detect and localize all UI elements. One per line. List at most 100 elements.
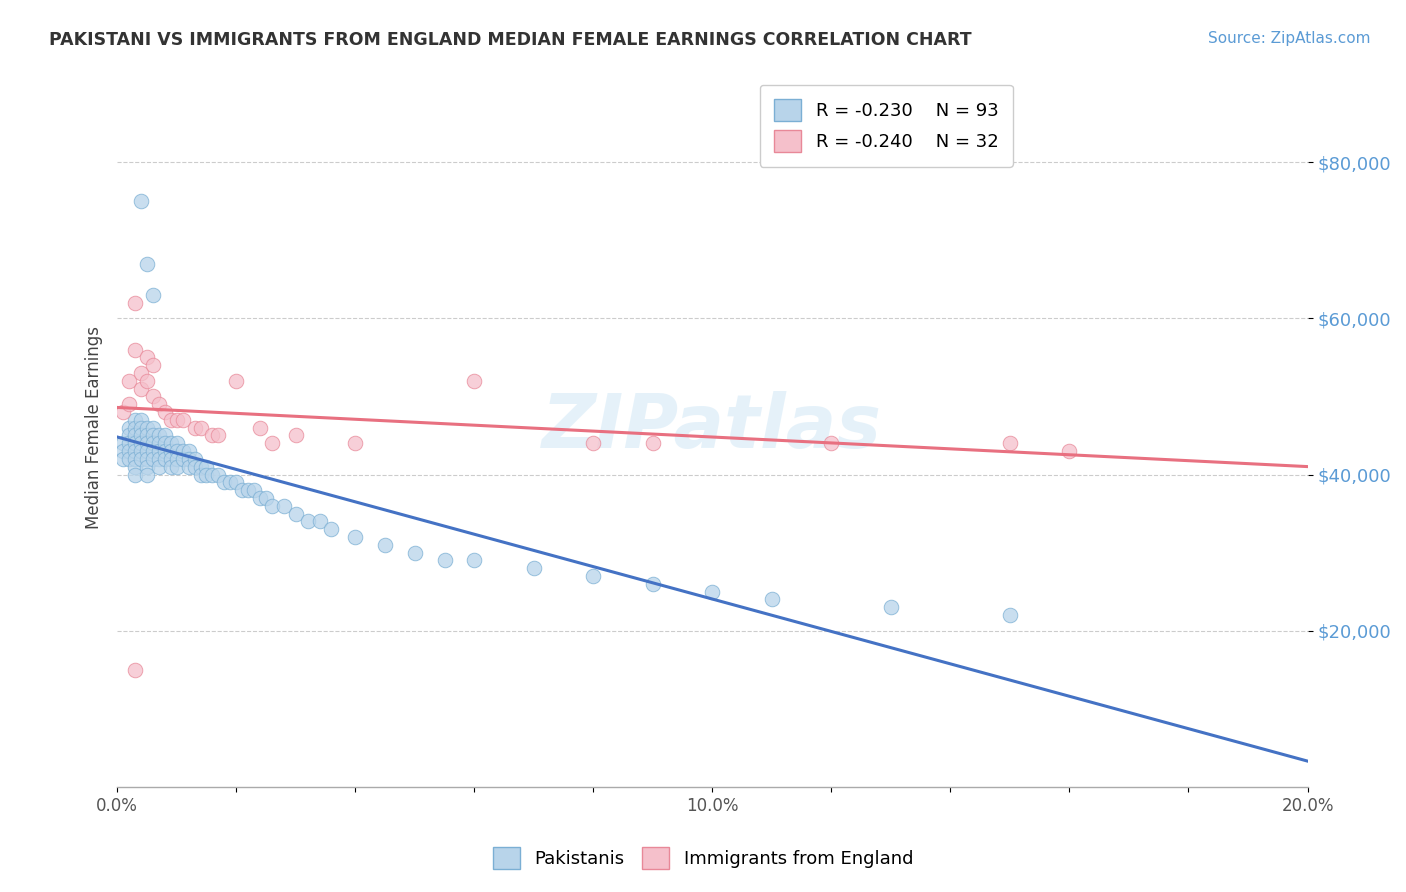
Point <box>129 413 152 427</box>
Point <box>118 420 141 434</box>
Point <box>207 467 229 482</box>
Legend: Pakistanis, Immigrants from England: Pakistanis, Immigrants from England <box>485 839 921 876</box>
Point <box>183 451 205 466</box>
Point <box>153 444 176 458</box>
Point <box>118 436 141 450</box>
Point <box>523 561 546 575</box>
Point <box>998 436 1021 450</box>
Point <box>112 444 135 458</box>
Point <box>404 546 426 560</box>
Point <box>112 436 135 450</box>
Point <box>166 436 188 450</box>
Point <box>129 444 152 458</box>
Point <box>166 459 188 474</box>
Point <box>118 374 141 388</box>
Point <box>249 491 271 505</box>
Point <box>214 475 236 490</box>
Point <box>129 428 152 442</box>
Point <box>112 405 135 419</box>
Point <box>183 459 205 474</box>
Point <box>159 451 181 466</box>
Point <box>172 413 194 427</box>
Point <box>273 499 295 513</box>
Point <box>166 451 188 466</box>
Point <box>124 459 146 474</box>
Point <box>177 444 200 458</box>
Point <box>463 374 485 388</box>
Point <box>201 467 224 482</box>
Point <box>219 475 242 490</box>
Point <box>433 553 456 567</box>
Point <box>129 382 152 396</box>
Y-axis label: Median Female Earnings: Median Female Earnings <box>86 326 103 529</box>
Point <box>284 428 307 442</box>
Point <box>136 257 159 271</box>
Point <box>118 428 141 442</box>
Point <box>112 451 135 466</box>
Point <box>129 436 152 450</box>
Point <box>1059 444 1081 458</box>
Point <box>249 420 271 434</box>
Point <box>297 514 319 528</box>
Point <box>166 444 188 458</box>
Point <box>190 420 212 434</box>
Point <box>159 459 181 474</box>
Point <box>153 428 176 442</box>
Point <box>124 413 146 427</box>
Point <box>582 569 605 583</box>
Point <box>641 436 664 450</box>
Point <box>136 467 159 482</box>
Point <box>124 451 146 466</box>
Point <box>344 436 367 450</box>
Point <box>308 514 330 528</box>
Point <box>998 608 1021 623</box>
Point <box>201 428 224 442</box>
Point <box>641 577 664 591</box>
Legend: R = -0.230    N = 93, R = -0.240    N = 32: R = -0.230 N = 93, R = -0.240 N = 32 <box>759 85 1012 167</box>
Point <box>136 451 159 466</box>
Point <box>321 522 343 536</box>
Point <box>190 459 212 474</box>
Point <box>124 467 146 482</box>
Point <box>124 343 146 357</box>
Point <box>177 459 200 474</box>
Point <box>153 436 176 450</box>
Point <box>148 428 170 442</box>
Point <box>136 459 159 474</box>
Point <box>153 405 176 419</box>
Point <box>142 288 165 302</box>
Point <box>236 483 259 497</box>
Point <box>172 451 194 466</box>
Point <box>118 444 141 458</box>
Point <box>142 436 165 450</box>
Point <box>159 436 181 450</box>
Point <box>142 420 165 434</box>
Point <box>702 584 724 599</box>
Point <box>761 592 783 607</box>
Point <box>195 467 218 482</box>
Point <box>153 451 176 466</box>
Point <box>172 444 194 458</box>
Point <box>124 444 146 458</box>
Point <box>136 436 159 450</box>
Point <box>463 553 485 567</box>
Point <box>129 420 152 434</box>
Point <box>142 389 165 403</box>
Point <box>148 436 170 450</box>
Point <box>177 451 200 466</box>
Point <box>243 483 266 497</box>
Point <box>118 397 141 411</box>
Point <box>159 444 181 458</box>
Point <box>260 499 283 513</box>
Text: ZIPatlas: ZIPatlas <box>543 392 883 464</box>
Point <box>118 451 141 466</box>
Text: Source: ZipAtlas.com: Source: ZipAtlas.com <box>1208 31 1371 46</box>
Point <box>124 295 146 310</box>
Point <box>142 451 165 466</box>
Point <box>124 420 146 434</box>
Point <box>136 444 159 458</box>
Point <box>207 428 229 442</box>
Point <box>124 663 146 677</box>
Point <box>231 483 253 497</box>
Point <box>129 194 152 209</box>
